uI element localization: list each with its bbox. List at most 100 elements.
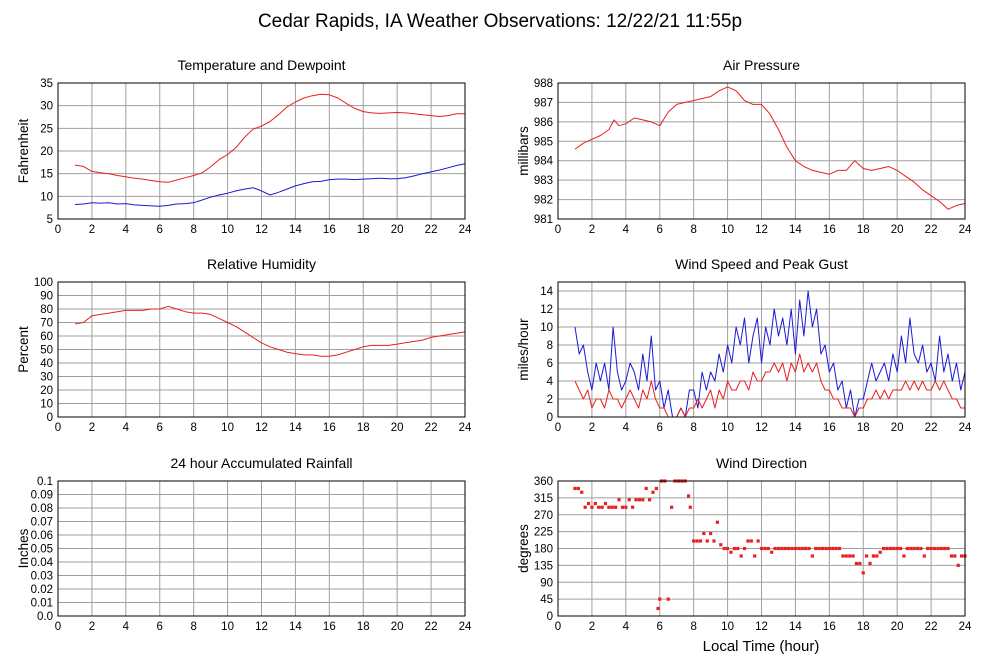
y-tick-label: 987	[534, 97, 553, 109]
x-tick-label: 16	[323, 224, 336, 236]
data-point	[746, 539, 750, 543]
x-tick-label: 12	[255, 224, 268, 236]
y-tick-label: 45	[540, 594, 553, 606]
x-tick-label: 24	[959, 621, 972, 633]
y-tick-label: 10	[40, 191, 53, 203]
data-point	[919, 546, 923, 551]
plot-frame	[557, 82, 966, 220]
x-tick-label: 24	[459, 621, 472, 633]
plot-frame	[57, 82, 466, 220]
page-title: Cedar Rapids, IA Weather Observations: 1…	[258, 11, 742, 32]
data-point	[888, 546, 892, 551]
data-point	[932, 546, 937, 551]
data-point	[926, 546, 930, 551]
x-tick-label: 16	[823, 621, 836, 633]
x-tick-label: 22	[925, 422, 938, 434]
y-tick-label: 5	[47, 214, 53, 226]
data-point	[732, 546, 736, 551]
data-point	[848, 554, 852, 558]
chart-title: 24 hour Accumulated Rainfall	[170, 455, 352, 471]
x-tick-label: 2	[589, 224, 595, 236]
data-point	[939, 546, 943, 551]
data-point	[885, 546, 889, 551]
y-tick-label: 10	[40, 399, 53, 411]
data-point	[607, 505, 611, 509]
x-tick-label: 14	[789, 422, 802, 434]
data-point	[583, 505, 587, 509]
x-tick-label: 10	[721, 224, 734, 236]
x-tick-label: 4	[123, 621, 130, 633]
data-point	[573, 486, 577, 491]
data-point	[688, 505, 692, 509]
data-point	[790, 546, 794, 551]
x-tick-label: 20	[891, 224, 904, 236]
x-tick-label: 2	[89, 422, 95, 434]
x-tick-label: 2	[89, 621, 95, 633]
data-point	[624, 505, 628, 509]
y-tick-label: 80	[40, 304, 53, 316]
x-tick-label: 18	[357, 621, 370, 633]
data-point	[770, 550, 774, 554]
data-point	[953, 554, 957, 558]
data-point	[783, 546, 787, 551]
y-tick-label: 14	[540, 286, 553, 298]
data-point	[753, 554, 757, 558]
data-point	[868, 561, 872, 566]
data-point	[817, 546, 821, 551]
chart-title: Wind Speed and Peak Gust	[675, 256, 848, 272]
data-point	[695, 539, 699, 543]
data-point	[705, 539, 709, 543]
y-tick-label: 0.09	[31, 490, 53, 502]
data-point	[742, 546, 747, 551]
y-tick-label: 6	[547, 358, 553, 370]
data-point	[949, 554, 954, 558]
y-tick-label: 986	[534, 117, 553, 129]
y-tick-label: 30	[40, 101, 53, 113]
x-tick-label: 14	[289, 224, 302, 236]
x-tick-label: 10	[221, 422, 234, 434]
chart-temp: 0 2 4 6 8 10 12 14 16 18 20 22 245101520253035Temper…	[16, 57, 472, 236]
x-tick-label: 22	[425, 224, 438, 236]
data-point	[834, 546, 838, 551]
x-tick-label: 4	[123, 224, 130, 236]
data-point	[909, 546, 913, 551]
y-tick-label: 0.1	[37, 476, 53, 488]
y-tick-label: 35	[40, 78, 53, 90]
x-tick-label: 12	[755, 422, 768, 434]
plot-frame	[557, 480, 966, 617]
x-tick-label: 8	[190, 224, 196, 236]
y-tick-label: 0.0	[37, 611, 53, 623]
y-tick-label: 180	[534, 544, 553, 556]
data-point	[851, 554, 855, 558]
data-point	[603, 501, 608, 506]
x-tick-label: 14	[289, 422, 302, 434]
y-tick-label: 0	[47, 412, 53, 424]
y-tick-label: 984	[534, 156, 554, 168]
x-tick-label: 20	[391, 224, 404, 236]
chart-title: Relative Humidity	[207, 256, 316, 272]
data-point	[580, 490, 584, 494]
data-point	[820, 546, 825, 551]
data-point	[922, 554, 926, 558]
series-line-0	[574, 290, 966, 418]
x-tick-label: 8	[190, 621, 196, 633]
series-line-0	[74, 93, 465, 183]
series-line-0	[574, 86, 966, 210]
y-tick-label: 981	[534, 214, 553, 226]
data-point	[878, 550, 882, 554]
y-tick-label: 0.02	[31, 584, 53, 596]
data-point	[686, 494, 691, 498]
y-tick-label: 988	[534, 78, 553, 90]
data-point	[824, 546, 828, 551]
data-point	[666, 597, 670, 601]
x-tick-label: 12	[755, 224, 768, 236]
x-tick-label: 12	[255, 422, 268, 434]
series-line-1	[574, 353, 965, 418]
y-tick-label: 12	[540, 304, 553, 316]
y-tick-label: 30	[40, 372, 53, 384]
y-tick-label: 50	[40, 345, 53, 357]
y-tick-label: 90	[40, 291, 53, 303]
data-point	[814, 546, 818, 551]
data-point	[773, 546, 777, 551]
